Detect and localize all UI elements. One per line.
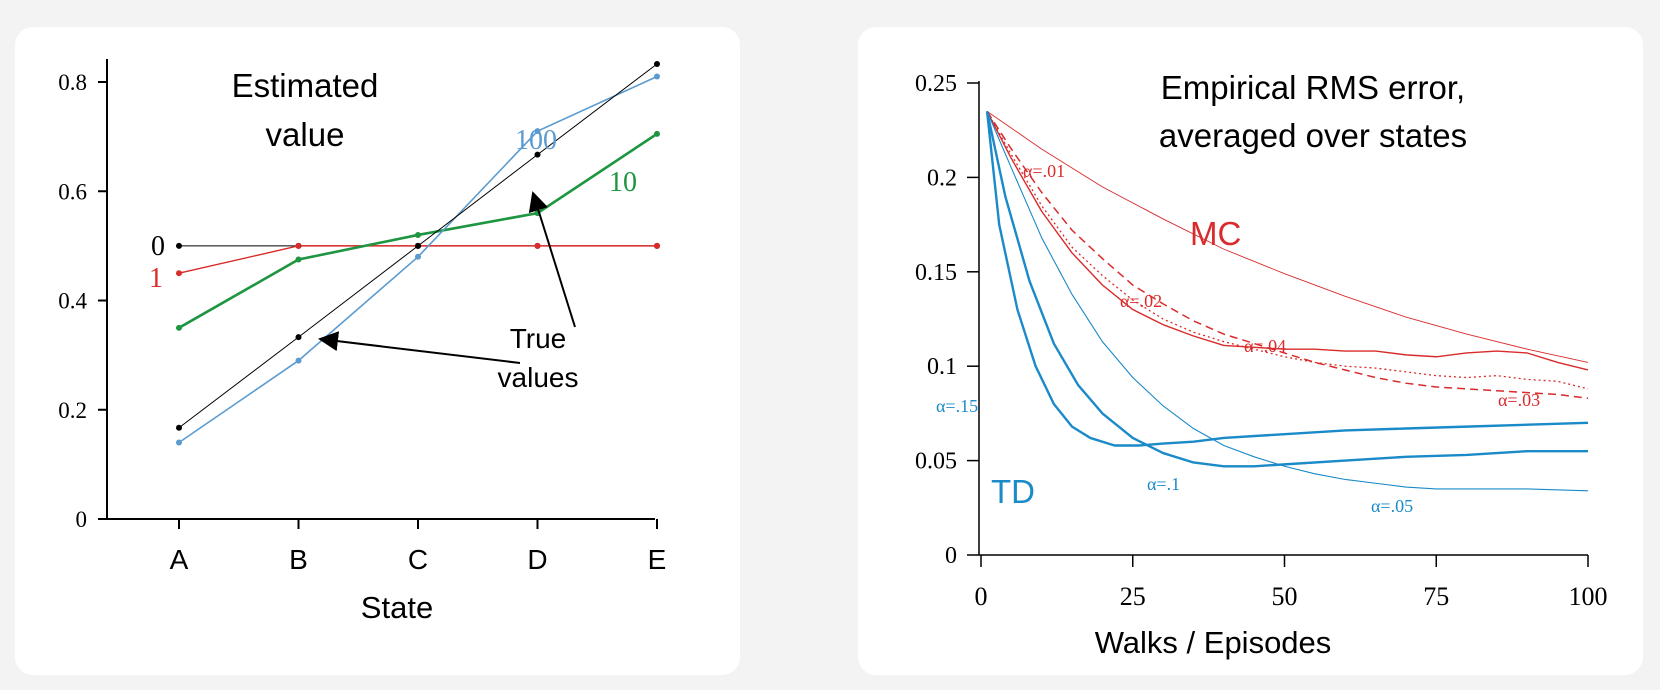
group-label-mc: MC — [1190, 215, 1241, 252]
panel-estimated-value: 0 0.2 0.4 0.6 0.8 A B C D E Estimated value State… — [15, 27, 740, 675]
chart-title-line-1: Estimated — [232, 67, 379, 104]
series-label-100: 100 — [515, 125, 557, 156]
series-label-10: 10 — [609, 167, 637, 198]
series-label-alpha-1: α=.1 — [1147, 474, 1180, 494]
series-3-point — [295, 357, 302, 364]
rms-series-line-1 — [986, 110, 1589, 400]
rms-series-line-0 — [986, 110, 1589, 363]
estimated-value-chart: 0 0.2 0.4 0.6 0.8 A B C D E Estimated value State… — [58, 59, 667, 625]
rms-series-line-5 — [985, 111, 1588, 468]
y-tick-label: 0.15 — [915, 260, 957, 286]
y-tick-label: 0.2 — [927, 165, 957, 191]
series-4-point — [295, 334, 302, 341]
y-tick-label: 0 — [945, 543, 957, 569]
x-tick-label: 75 — [1423, 582, 1449, 611]
series-3-point — [415, 253, 421, 260]
x-tick-label: E — [648, 544, 667, 575]
series-label-alpha-01: α=.01 — [1023, 161, 1065, 181]
chart-title-line-1: Empirical RMS error, — [1161, 69, 1465, 106]
series-4-point — [176, 424, 182, 431]
series-4-point — [415, 242, 421, 249]
series-label-alpha-03: α=.03 — [1498, 390, 1540, 410]
series-2-point — [654, 130, 660, 137]
series-label-alpha-05: α=.05 — [1371, 496, 1413, 516]
y-tick-label: 0.05 — [915, 449, 957, 475]
series-2-point — [176, 324, 182, 331]
series-label-alpha-04: α=.04 — [1244, 336, 1286, 356]
series-label-alpha-02: α=.02 — [1120, 291, 1162, 311]
series-1-point — [295, 242, 302, 249]
series-3-point — [654, 73, 660, 80]
series-0-point — [176, 242, 182, 249]
annotation-true-line-2: values — [498, 362, 579, 393]
annotation-arrows — [318, 191, 576, 364]
rms-series-line-6 — [985, 111, 1589, 447]
y-tick-label: 0.25 — [915, 71, 957, 97]
rms-series-line-3 — [986, 110, 1589, 371]
chart-title-line-2: averaged over states — [1159, 117, 1467, 154]
chart-title-line-2: value — [266, 116, 345, 153]
group-label-td: TD — [991, 473, 1035, 510]
series-4-point — [654, 60, 660, 67]
series-label-0: 0 — [151, 231, 165, 262]
series-2-point — [295, 256, 302, 263]
series-1-point — [176, 270, 182, 277]
series-label-1: 1 — [149, 263, 163, 294]
x-tick-label: B — [289, 544, 308, 575]
x-tick-label: C — [408, 544, 428, 575]
x-tick-label: 25 — [1120, 582, 1146, 611]
series-3-point — [534, 128, 541, 135]
annotation-true-line-1: True — [510, 323, 567, 354]
rms-series-line-4 — [986, 111, 1589, 492]
series-line-2 — [178, 132, 658, 329]
arrow-to-true-b — [318, 331, 521, 364]
series-1-point — [534, 242, 541, 249]
series-label-alpha-15: α=.15 — [936, 396, 978, 416]
arrow-to-true-d — [528, 191, 576, 328]
y-tick-label: 0.6 — [58, 179, 87, 204]
series-2-point — [415, 231, 421, 238]
y-tick-label: 0.8 — [58, 70, 87, 95]
series-3-point — [176, 439, 182, 446]
series-4-point — [534, 151, 541, 158]
x-axis-label: State — [361, 590, 433, 625]
x-tick-label: D — [527, 544, 547, 575]
x-tick-label: 0 — [975, 582, 988, 611]
series-1-point — [654, 242, 660, 249]
panel-rms-error: 0 0.05 0.1 0.15 0.2 0.25 0 25 50 75 100 Empirical … — [858, 27, 1643, 675]
y-tick-label: 0.4 — [58, 289, 87, 314]
x-tick-label: 50 — [1272, 582, 1298, 611]
y-tick-label: 0.1 — [927, 354, 957, 380]
y-tick-label: 0.2 — [58, 398, 87, 423]
x-tick-label: A — [170, 544, 189, 575]
rms-error-chart: 0 0.05 0.1 0.15 0.2 0.25 0 25 50 75 100 Empirical … — [915, 69, 1608, 660]
x-axis-label: Walks / Episodes — [1095, 625, 1332, 660]
y-tick-label: 0 — [76, 507, 88, 532]
x-tick-label: 100 — [1569, 582, 1608, 611]
